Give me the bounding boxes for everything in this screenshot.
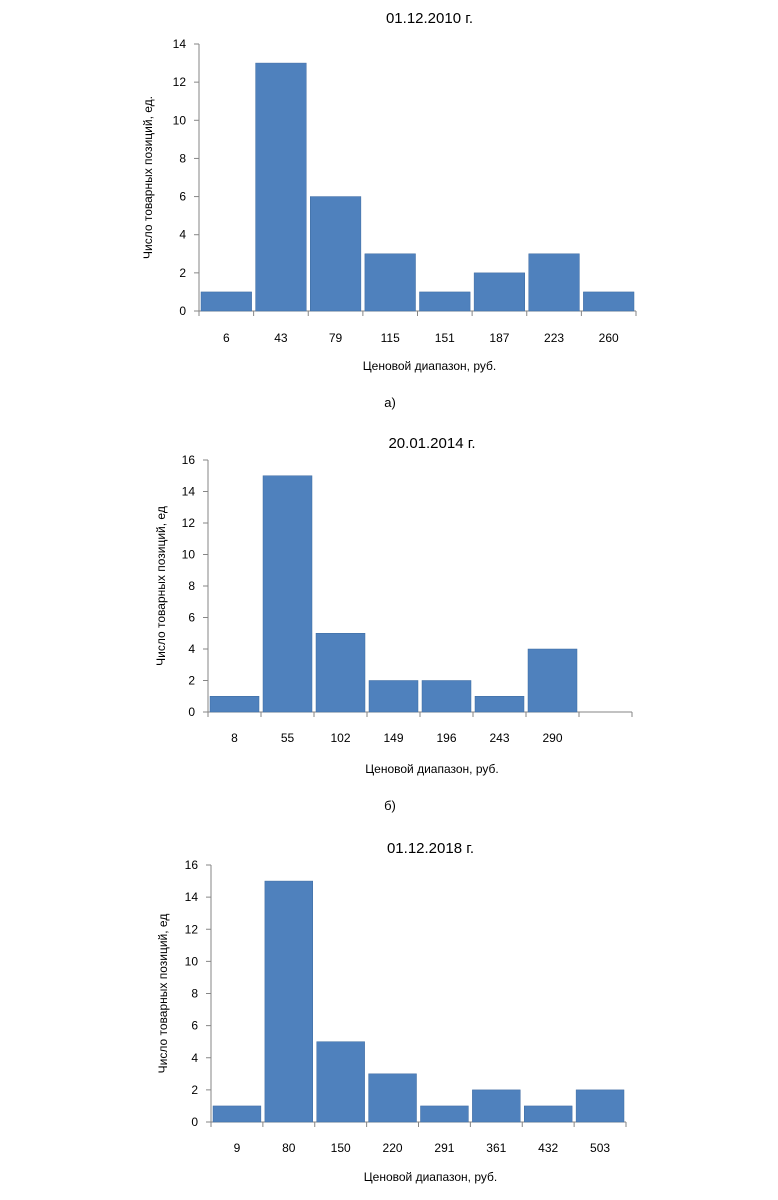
bar [310, 196, 362, 312]
x-tick-label: 102 [330, 731, 350, 745]
x-tick-label: 290 [542, 731, 562, 745]
y-tick-label: 6 [179, 190, 186, 204]
x-tick-label: 243 [489, 731, 509, 745]
x-axis-label: Ценовой диапазон, руб. [365, 762, 498, 776]
y-tick-label: 0 [191, 1115, 198, 1129]
y-tick-label: 4 [179, 228, 186, 242]
y-tick-label: 4 [191, 1051, 198, 1065]
x-tick-label: 149 [383, 731, 403, 745]
y-tick-label: 0 [188, 705, 195, 719]
bar [473, 272, 525, 312]
y-tick-label: 2 [188, 674, 195, 688]
bar [212, 1105, 262, 1123]
y-axis-label: Число товарных позиций, ед [154, 506, 168, 666]
bar [583, 291, 635, 312]
x-tick-label: 80 [282, 1141, 296, 1155]
bar [421, 680, 472, 713]
x-tick-label: 432 [538, 1141, 558, 1155]
y-tick-label: 0 [179, 304, 186, 318]
panel-caption: а) [384, 395, 396, 410]
bar [575, 1089, 625, 1123]
y-tick-label: 14 [182, 485, 196, 499]
y-axis-label: Число товарных позиций, ед [156, 914, 170, 1074]
y-tick-label: 4 [188, 642, 195, 656]
x-tick-label: 260 [599, 331, 619, 345]
x-tick-label: 9 [234, 1141, 241, 1155]
bar [368, 680, 419, 713]
bar [474, 696, 525, 713]
chart-title: 20.01.2014 г. [388, 435, 475, 452]
bar [315, 633, 366, 713]
chart-title: 01.12.2018 г. [387, 840, 474, 857]
y-tick-label: 8 [179, 151, 186, 165]
bar [524, 1105, 573, 1123]
y-tick-label: 10 [185, 954, 199, 968]
x-tick-label: 55 [281, 731, 295, 745]
bar [255, 62, 307, 312]
x-axis-label: Ценовой диапазон, руб. [364, 1170, 497, 1184]
x-tick-label: 43 [274, 331, 288, 345]
bar [420, 1105, 469, 1123]
y-tick-label: 6 [191, 1019, 198, 1033]
x-tick-label: 187 [489, 331, 509, 345]
bar [368, 1073, 417, 1123]
x-tick-label: 151 [435, 331, 455, 345]
y-tick-label: 10 [173, 113, 187, 127]
bar [472, 1089, 521, 1123]
x-tick-label: 79 [329, 331, 343, 345]
y-tick-label: 8 [191, 987, 198, 1001]
bar [419, 291, 471, 312]
x-tick-label: 150 [331, 1141, 351, 1155]
x-tick-label: 115 [381, 331, 400, 345]
y-tick-label: 12 [182, 516, 196, 530]
x-tick-label: 223 [544, 331, 564, 345]
panel-caption: б) [384, 798, 396, 813]
chart-title: 01.12.2010 г. [386, 10, 473, 27]
x-tick-label: 8 [231, 731, 238, 745]
x-tick-label: 6 [223, 331, 230, 345]
x-tick-label: 503 [590, 1141, 610, 1155]
y-tick-label: 6 [188, 611, 195, 625]
x-tick-label: 361 [486, 1141, 506, 1155]
y-tick-label: 8 [188, 579, 195, 593]
y-tick-label: 2 [179, 266, 186, 280]
bar [527, 648, 578, 713]
y-axis-label: Число товарных позиций, ед. [141, 96, 155, 259]
x-axis-label: Ценовой диапазон, руб. [363, 359, 496, 373]
y-tick-label: 12 [185, 922, 199, 936]
bar [200, 291, 252, 312]
bar [264, 880, 313, 1123]
bar [364, 253, 416, 312]
y-tick-label: 14 [173, 37, 187, 51]
x-tick-label: 291 [434, 1141, 454, 1155]
x-tick-label: 196 [436, 731, 456, 745]
y-tick-label: 2 [191, 1083, 198, 1097]
y-tick-label: 14 [185, 890, 199, 904]
y-tick-label: 16 [182, 453, 196, 467]
y-tick-label: 10 [182, 548, 196, 562]
bar [209, 696, 260, 713]
x-tick-label: 220 [383, 1141, 403, 1155]
bar [262, 475, 313, 713]
y-tick-label: 12 [173, 75, 187, 89]
bar [316, 1041, 365, 1123]
bar [528, 253, 580, 312]
y-tick-label: 16 [185, 858, 199, 872]
